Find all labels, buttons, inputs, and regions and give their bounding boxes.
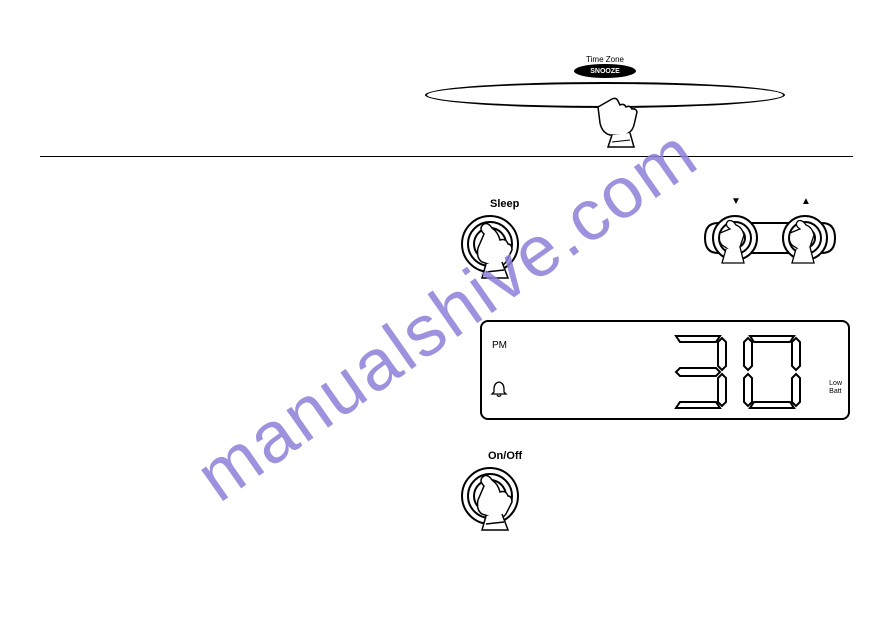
time-zone-label: Time Zone [425, 55, 785, 64]
lcd-low-batt: Low Batt [829, 380, 842, 395]
sleep-button-icon [458, 214, 538, 294]
up-arrow-label: ▲ [801, 196, 811, 207]
onoff-label: On/Off [488, 450, 522, 462]
lcd-display: PM Low Batt [480, 320, 850, 420]
sleep-label: Sleep [490, 198, 519, 210]
watermark-text: manualshive.com [181, 112, 712, 518]
pointing-hand-icon [590, 95, 650, 150]
section-divider [40, 156, 853, 157]
seven-segment-digits [662, 330, 822, 414]
bell-icon [490, 380, 508, 398]
arrow-buttons-plate [700, 205, 850, 285]
onoff-button-icon [458, 466, 538, 546]
snooze-pill: SNOOZE [574, 64, 636, 78]
lcd-pm-indicator: PM [492, 340, 507, 351]
down-arrow-label: ▼ [731, 196, 741, 207]
